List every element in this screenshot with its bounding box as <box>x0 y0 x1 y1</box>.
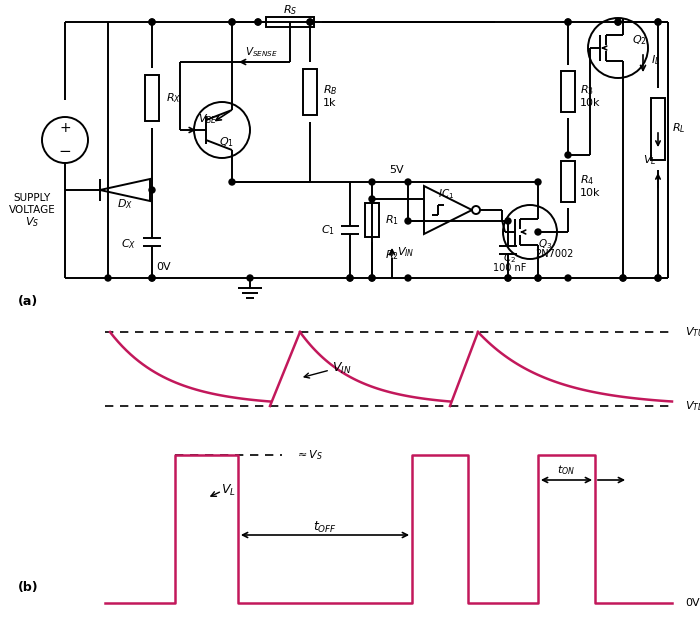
Text: 100 nF: 100 nF <box>494 263 526 273</box>
Circle shape <box>620 275 626 281</box>
Text: 5V: 5V <box>389 165 404 175</box>
Text: $V_{SENSE}$: $V_{SENSE}$ <box>244 45 277 59</box>
Circle shape <box>369 179 375 185</box>
Text: 10k: 10k <box>580 98 601 108</box>
Circle shape <box>655 19 661 25</box>
Text: $C_X$: $C_X$ <box>121 237 136 251</box>
Circle shape <box>565 19 571 25</box>
Circle shape <box>405 275 411 281</box>
Circle shape <box>149 275 155 281</box>
Text: 10k: 10k <box>580 188 601 198</box>
Text: $V_{TU}$: $V_{TU}$ <box>685 325 700 339</box>
Text: +: + <box>60 121 71 135</box>
Text: (a): (a) <box>18 295 38 308</box>
Circle shape <box>505 218 511 224</box>
Text: $t_{ON}$: $t_{ON}$ <box>557 463 575 477</box>
Circle shape <box>655 19 661 25</box>
Text: $t_{OFF}$: $t_{OFF}$ <box>313 520 337 535</box>
Text: $IC_1$: $IC_1$ <box>438 187 454 201</box>
Circle shape <box>369 196 375 202</box>
Text: $V_{TL}$: $V_{TL}$ <box>685 399 700 413</box>
Circle shape <box>565 275 571 281</box>
Circle shape <box>369 275 375 281</box>
Text: $C_2$: $C_2$ <box>503 251 517 265</box>
Circle shape <box>655 275 661 281</box>
Text: $V_L$: $V_L$ <box>220 483 235 497</box>
Text: 0V: 0V <box>685 598 699 608</box>
Text: VOLTAGE: VOLTAGE <box>8 205 55 215</box>
Text: $Q_2$: $Q_2$ <box>632 33 647 47</box>
Text: $Q_3$: $Q_3$ <box>538 237 552 251</box>
Text: $V_{BE}$: $V_{BE}$ <box>198 112 218 126</box>
Text: $R_X$: $R_X$ <box>166 91 181 105</box>
Text: −: − <box>59 145 71 159</box>
Circle shape <box>347 275 353 281</box>
Text: $Q_1$: $Q_1$ <box>218 135 234 149</box>
Circle shape <box>255 19 261 25</box>
Circle shape <box>105 275 111 281</box>
Circle shape <box>535 275 541 281</box>
Circle shape <box>149 19 155 25</box>
Text: $V_{IN}$: $V_{IN}$ <box>397 245 414 259</box>
Text: $R_3$: $R_3$ <box>580 83 594 97</box>
Text: $R_4$: $R_4$ <box>580 173 594 187</box>
Circle shape <box>535 229 541 235</box>
Text: $R_S$: $R_S$ <box>283 3 298 17</box>
Circle shape <box>255 19 261 25</box>
Circle shape <box>229 179 235 185</box>
Circle shape <box>347 275 353 281</box>
Circle shape <box>405 179 411 185</box>
Text: $R_L$: $R_L$ <box>672 121 685 135</box>
Bar <box>145 75 159 121</box>
Circle shape <box>369 275 375 281</box>
Text: $D_X$: $D_X$ <box>117 197 133 211</box>
Circle shape <box>247 275 253 281</box>
Bar <box>303 69 317 115</box>
Bar <box>365 203 379 237</box>
Circle shape <box>149 275 155 281</box>
Circle shape <box>307 19 313 25</box>
Text: $V_S$: $V_S$ <box>25 215 39 229</box>
Circle shape <box>149 187 155 193</box>
Text: SUPPLY: SUPPLY <box>13 193 50 203</box>
Circle shape <box>615 19 621 25</box>
Text: 2N7002: 2N7002 <box>535 249 573 259</box>
Bar <box>561 71 575 112</box>
Circle shape <box>535 275 541 281</box>
Circle shape <box>307 19 313 25</box>
Circle shape <box>505 275 511 281</box>
Circle shape <box>535 179 541 185</box>
Text: 1k: 1k <box>323 98 337 108</box>
Circle shape <box>229 19 235 25</box>
Text: 0V: 0V <box>156 262 171 272</box>
Circle shape <box>620 275 626 281</box>
Text: $R_1$: $R_1$ <box>385 213 399 227</box>
Circle shape <box>655 275 661 281</box>
Text: $R_2$: $R_2$ <box>385 248 399 262</box>
Text: $\approx V_S$: $\approx V_S$ <box>295 448 323 462</box>
Bar <box>266 17 314 27</box>
Text: $V_L$: $V_L$ <box>643 153 656 167</box>
Circle shape <box>615 19 621 25</box>
Circle shape <box>565 19 571 25</box>
Text: $C_1$: $C_1$ <box>321 223 335 237</box>
Circle shape <box>565 152 571 158</box>
Circle shape <box>505 275 511 281</box>
Circle shape <box>229 19 235 25</box>
Text: $R_B$: $R_B$ <box>323 83 337 97</box>
Text: $V_{IN}$: $V_{IN}$ <box>332 360 351 376</box>
Bar <box>651 98 665 160</box>
Circle shape <box>149 19 155 25</box>
Circle shape <box>405 218 411 224</box>
Text: $I_L$: $I_L$ <box>651 53 660 67</box>
Bar <box>561 161 575 201</box>
Text: (b): (b) <box>18 582 38 595</box>
